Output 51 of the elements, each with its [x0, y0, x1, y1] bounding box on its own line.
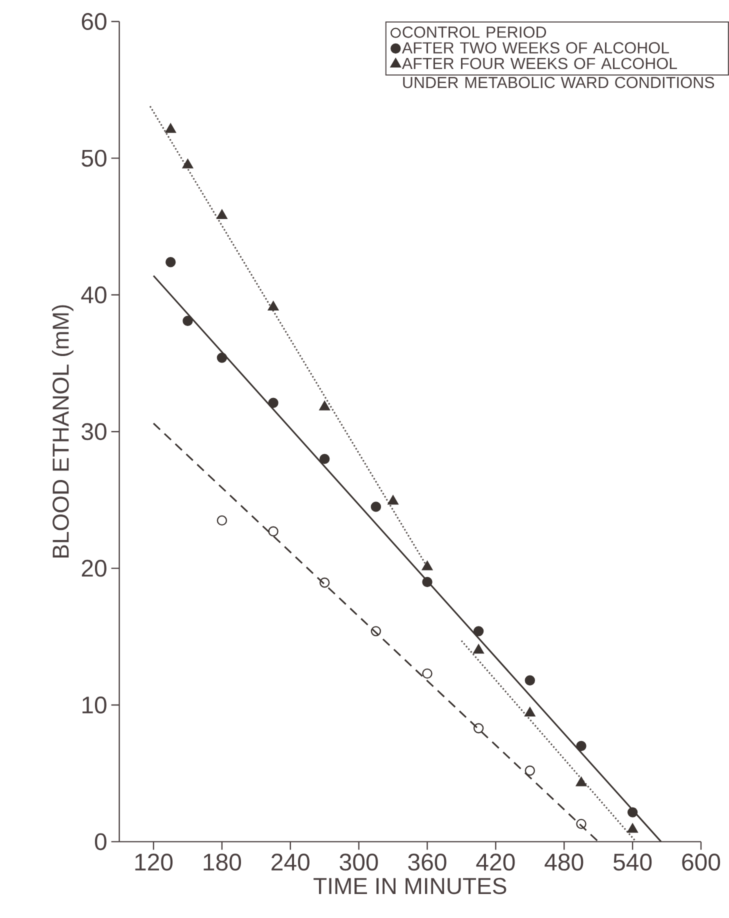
legend-label: AFTER TWO WEEKS OF ALCOHOL [402, 42, 669, 54]
x-tick-label: 540 [614, 854, 652, 871]
point [216, 210, 228, 219]
point [524, 707, 536, 717]
point [182, 316, 193, 326]
x-tick-label: 420 [476, 854, 515, 871]
point [473, 723, 484, 734]
point [268, 398, 278, 408]
legend-label: CONTROL PERIOD [402, 26, 546, 38]
point [473, 626, 484, 636]
point [576, 740, 586, 752]
y-tick-label: 10 [82, 696, 106, 714]
point [216, 515, 228, 526]
x-tick-label: 120 [135, 854, 173, 871]
point [320, 454, 330, 464]
point [422, 576, 432, 588]
point [370, 626, 382, 636]
y-tick-label: 40 [81, 286, 106, 304]
point [627, 823, 638, 833]
point [422, 668, 432, 679]
x-tick-label: 180 [204, 854, 242, 871]
x-tick-label: 300 [340, 854, 378, 871]
point [370, 502, 382, 512]
y-tick-label: 30 [82, 423, 106, 440]
x-tick-label: 600 [682, 854, 720, 871]
y-tick-label: 0 [94, 833, 106, 850]
y-tick-label: 50 [82, 150, 106, 167]
point [524, 766, 536, 776]
point [422, 560, 433, 570]
y-tick-label: 20 [82, 560, 106, 577]
x-axis-title: TIME IN MINUTES [314, 878, 506, 894]
point [182, 158, 194, 168]
x-tick-label: 360 [408, 854, 446, 871]
point [319, 400, 330, 410]
point [576, 818, 586, 830]
point [268, 526, 278, 536]
point [627, 807, 638, 818]
point [166, 256, 176, 268]
point [165, 123, 176, 133]
point [320, 578, 330, 588]
point [473, 644, 484, 654]
y-tick-label: 60 [82, 13, 106, 30]
y-axis-title: BLOOD ETHANOL (mM) [52, 305, 74, 558]
point [524, 675, 536, 686]
point [216, 352, 228, 363]
x-tick-label: 480 [544, 854, 584, 871]
point [388, 495, 398, 505]
legend-label: AFTER FOUR WEEKS OF ALCOHOL UNDER METABOLIC WARD CONDITIONS [402, 58, 714, 88]
point [576, 776, 587, 786]
point [268, 301, 279, 311]
x-tick-label: 240 [272, 854, 310, 871]
